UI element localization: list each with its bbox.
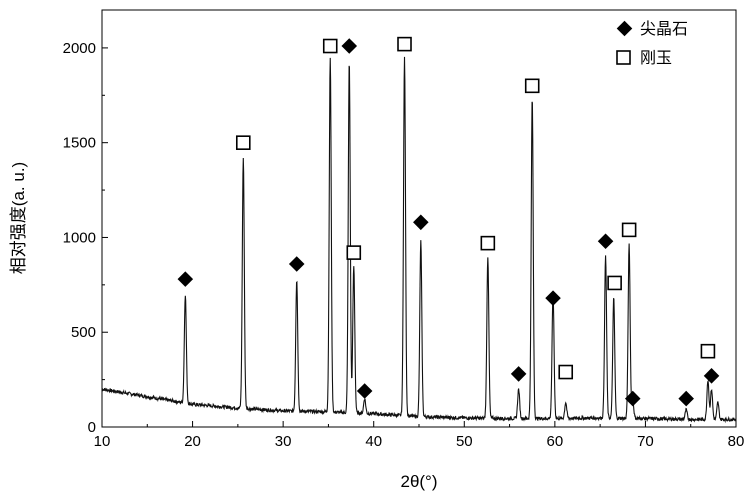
spinel-marker	[177, 271, 194, 287]
spinel-marker	[356, 383, 373, 399]
x-tick-label: 30	[275, 433, 292, 450]
legend-corundum-marker	[616, 50, 631, 65]
corundum-marker	[524, 78, 540, 94]
spinel-marker	[288, 256, 305, 272]
x-ticks-group: 10 20 30 40 50 60 70 80	[94, 421, 745, 450]
corundum-marker	[700, 343, 716, 359]
x-tick-label: 50	[456, 433, 473, 450]
y-tick-label: 0	[88, 419, 96, 436]
xrd-pattern-line	[101, 56, 737, 424]
corundum-marker	[346, 245, 362, 260]
phase-markers-group	[177, 36, 720, 407]
spinel-marker	[341, 38, 358, 54]
y-ticks-group: 0 500 1000 1500 2000	[63, 40, 108, 436]
y-tick-label: 1000	[63, 229, 96, 246]
x-tick-label: 40	[365, 433, 382, 450]
x-axis-title: 2θ(°)	[400, 472, 437, 491]
pattern-curve-group	[101, 56, 737, 424]
x-tick-label: 20	[184, 433, 201, 450]
spinel-marker	[703, 368, 720, 384]
spinel-marker	[545, 290, 561, 306]
legend-spinel-label: 尖晶石	[640, 20, 688, 38]
corundum-marker	[558, 364, 574, 380]
x-tick-label: 80	[728, 433, 745, 450]
spinel-marker	[597, 233, 614, 250]
x-tick-label: 60	[547, 433, 564, 450]
legend-corundum-label: 刚玉	[640, 49, 672, 67]
legend-spinel-marker	[616, 20, 633, 37]
spinel-marker	[413, 214, 429, 231]
y-tick-label: 1500	[63, 135, 96, 152]
corundum-marker	[397, 36, 412, 52]
x-tick-label: 70	[637, 433, 654, 450]
corundum-marker	[607, 275, 622, 291]
spinel-marker	[510, 366, 527, 382]
x-tick-label: 10	[94, 433, 111, 450]
legend: 尖晶石 刚玉	[616, 20, 688, 67]
corundum-marker	[621, 222, 637, 238]
y-tick-label: 500	[71, 324, 96, 341]
y-axis-title: 相对强度(a. u.)	[9, 162, 28, 274]
y-tick-label: 2000	[63, 40, 96, 57]
corundum-marker	[322, 38, 338, 54]
corundum-marker	[480, 235, 496, 251]
spinel-marker	[678, 390, 694, 407]
corundum-marker	[235, 135, 251, 150]
